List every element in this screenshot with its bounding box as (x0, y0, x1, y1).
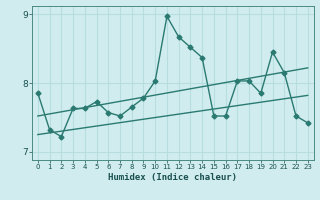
X-axis label: Humidex (Indice chaleur): Humidex (Indice chaleur) (108, 173, 237, 182)
